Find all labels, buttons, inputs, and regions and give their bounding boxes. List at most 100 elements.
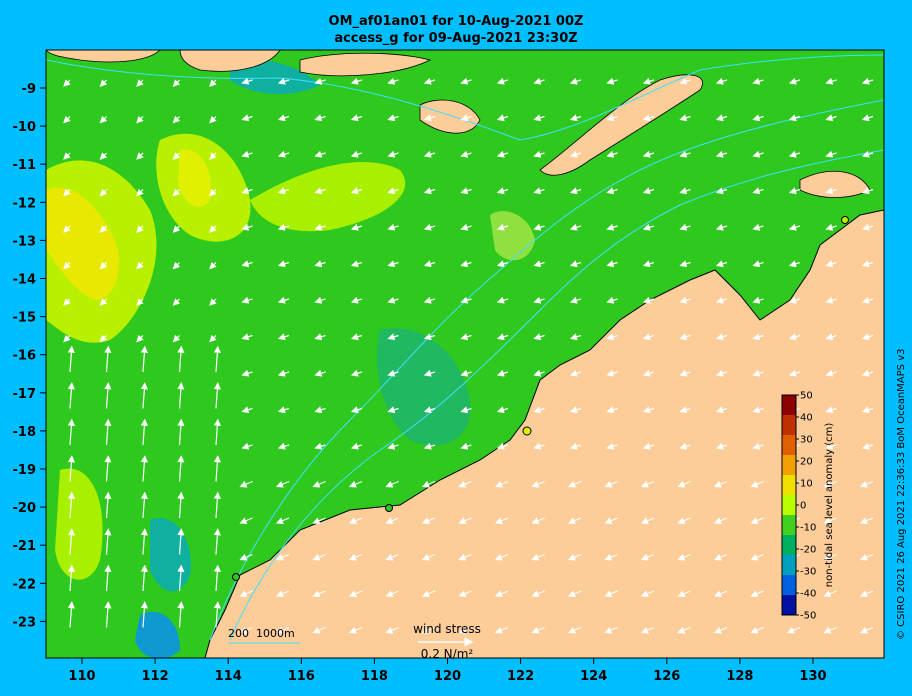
x-tick-label: 122 bbox=[507, 669, 534, 684]
wind-arrow bbox=[494, 480, 509, 488]
contour-legend-label: 200 1000m bbox=[228, 627, 295, 640]
wind-arrow bbox=[604, 480, 618, 488]
wind-arrow bbox=[569, 77, 582, 85]
wind-arrow bbox=[104, 455, 112, 482]
wind-arrow bbox=[533, 150, 545, 158]
wind-arrow bbox=[172, 334, 181, 343]
wind-arrow bbox=[209, 188, 217, 197]
wind-arrow bbox=[640, 590, 655, 598]
wind-arrow bbox=[241, 406, 253, 414]
wind-arrow bbox=[241, 77, 253, 85]
wind-arrow bbox=[861, 77, 874, 85]
colorbar-segment bbox=[782, 475, 796, 496]
wind-arrow bbox=[63, 298, 71, 306]
wind-arrow bbox=[567, 517, 582, 525]
wind-arrow bbox=[67, 491, 75, 519]
wind-arrow bbox=[823, 626, 837, 634]
wind-arrow bbox=[494, 553, 509, 561]
wind-arrow bbox=[277, 333, 290, 341]
wind-arrow bbox=[750, 626, 764, 634]
colorbar-segment bbox=[782, 495, 796, 516]
wind-arrow bbox=[99, 79, 108, 87]
wind-arrow bbox=[458, 517, 472, 525]
wind-arrow bbox=[861, 150, 874, 158]
wind-arrow bbox=[677, 590, 691, 598]
wind-arrow bbox=[172, 115, 181, 124]
wind-arrow bbox=[385, 480, 399, 488]
y-tick-label: -19 bbox=[13, 463, 37, 478]
wind-arrow bbox=[567, 590, 582, 598]
wind-arrow bbox=[679, 223, 691, 231]
wind-arrow bbox=[861, 333, 874, 341]
wind-arrow bbox=[209, 298, 217, 306]
wind-arrow bbox=[63, 334, 71, 343]
wind-arrow bbox=[350, 260, 363, 268]
wind-arrow bbox=[861, 260, 874, 268]
wind-arrow bbox=[312, 480, 326, 488]
wind-arrow bbox=[825, 406, 837, 414]
wind-arrow bbox=[679, 150, 691, 158]
wind-arrow bbox=[177, 455, 185, 482]
wind-arrow bbox=[209, 225, 217, 233]
x-axis: 110 112 114 116 118 120 122 124 126 128 130 bbox=[68, 658, 827, 684]
wind-arrow bbox=[460, 223, 472, 231]
x-tick-label: 110 bbox=[68, 669, 95, 684]
wind-arrow bbox=[423, 333, 436, 341]
wind-arrow bbox=[277, 296, 290, 304]
wind-arrow bbox=[209, 334, 217, 343]
wind-arrow bbox=[788, 77, 801, 85]
wind-arrow bbox=[752, 296, 764, 304]
wind-arrow bbox=[715, 296, 728, 304]
wind-arrow bbox=[63, 79, 71, 87]
colorbar-segment bbox=[782, 595, 796, 616]
wind-arrow bbox=[213, 345, 221, 373]
wind-arrow bbox=[569, 442, 582, 450]
wind-arrow bbox=[275, 480, 290, 488]
wind-arrow bbox=[715, 150, 728, 158]
wind-arrow bbox=[496, 296, 509, 304]
wind-arrow bbox=[533, 187, 545, 195]
wind-arrow bbox=[642, 77, 655, 85]
colorbar-label: non-tidal sea level anomaly (cm) bbox=[824, 423, 835, 588]
wind-arrow bbox=[679, 406, 691, 414]
wind-arrow bbox=[679, 333, 691, 341]
wind-arrow bbox=[606, 77, 618, 85]
wind-arrow bbox=[531, 553, 545, 561]
wind-arrow bbox=[63, 115, 71, 124]
wind-arrow bbox=[314, 369, 326, 377]
wind-arrow bbox=[314, 150, 326, 158]
wind-arrow bbox=[460, 406, 472, 414]
wind-arrow bbox=[387, 333, 399, 341]
wind-arrow bbox=[275, 626, 290, 634]
y-tick-label: -21 bbox=[13, 539, 37, 554]
wind-arrow bbox=[213, 601, 221, 628]
wind-arrow bbox=[531, 590, 545, 598]
colorbar-segment bbox=[782, 515, 796, 536]
wind-arrow bbox=[715, 442, 728, 450]
wind-arrow bbox=[104, 345, 112, 373]
wind-arrow bbox=[213, 455, 221, 482]
wind-arrow bbox=[241, 260, 253, 268]
wind-arrow bbox=[350, 442, 363, 450]
wind-arrow bbox=[606, 333, 618, 341]
wind-arrow bbox=[460, 77, 472, 85]
wind-arrow bbox=[569, 333, 582, 341]
wind-arrow bbox=[423, 369, 436, 377]
y-tick-label: -20 bbox=[13, 501, 37, 516]
wind-arrow bbox=[458, 590, 472, 598]
y-tick-label: -15 bbox=[13, 311, 37, 326]
wind-arrow bbox=[640, 626, 655, 634]
wind-arrow bbox=[750, 480, 764, 488]
wind-arrow bbox=[861, 442, 874, 450]
wind-stress-legend-title: wind stress bbox=[413, 622, 481, 636]
wind-arrow bbox=[496, 369, 509, 377]
wind-arrow bbox=[136, 225, 144, 233]
java-island bbox=[46, 50, 161, 63]
wind-arrow bbox=[423, 442, 436, 450]
wind-arrow bbox=[679, 369, 691, 377]
wind-arrow bbox=[496, 187, 509, 195]
colorbar-tick-label: 10 bbox=[800, 479, 813, 490]
wind-arrow bbox=[825, 77, 837, 85]
wind-arrow bbox=[752, 333, 764, 341]
wind-arrow bbox=[314, 406, 326, 414]
